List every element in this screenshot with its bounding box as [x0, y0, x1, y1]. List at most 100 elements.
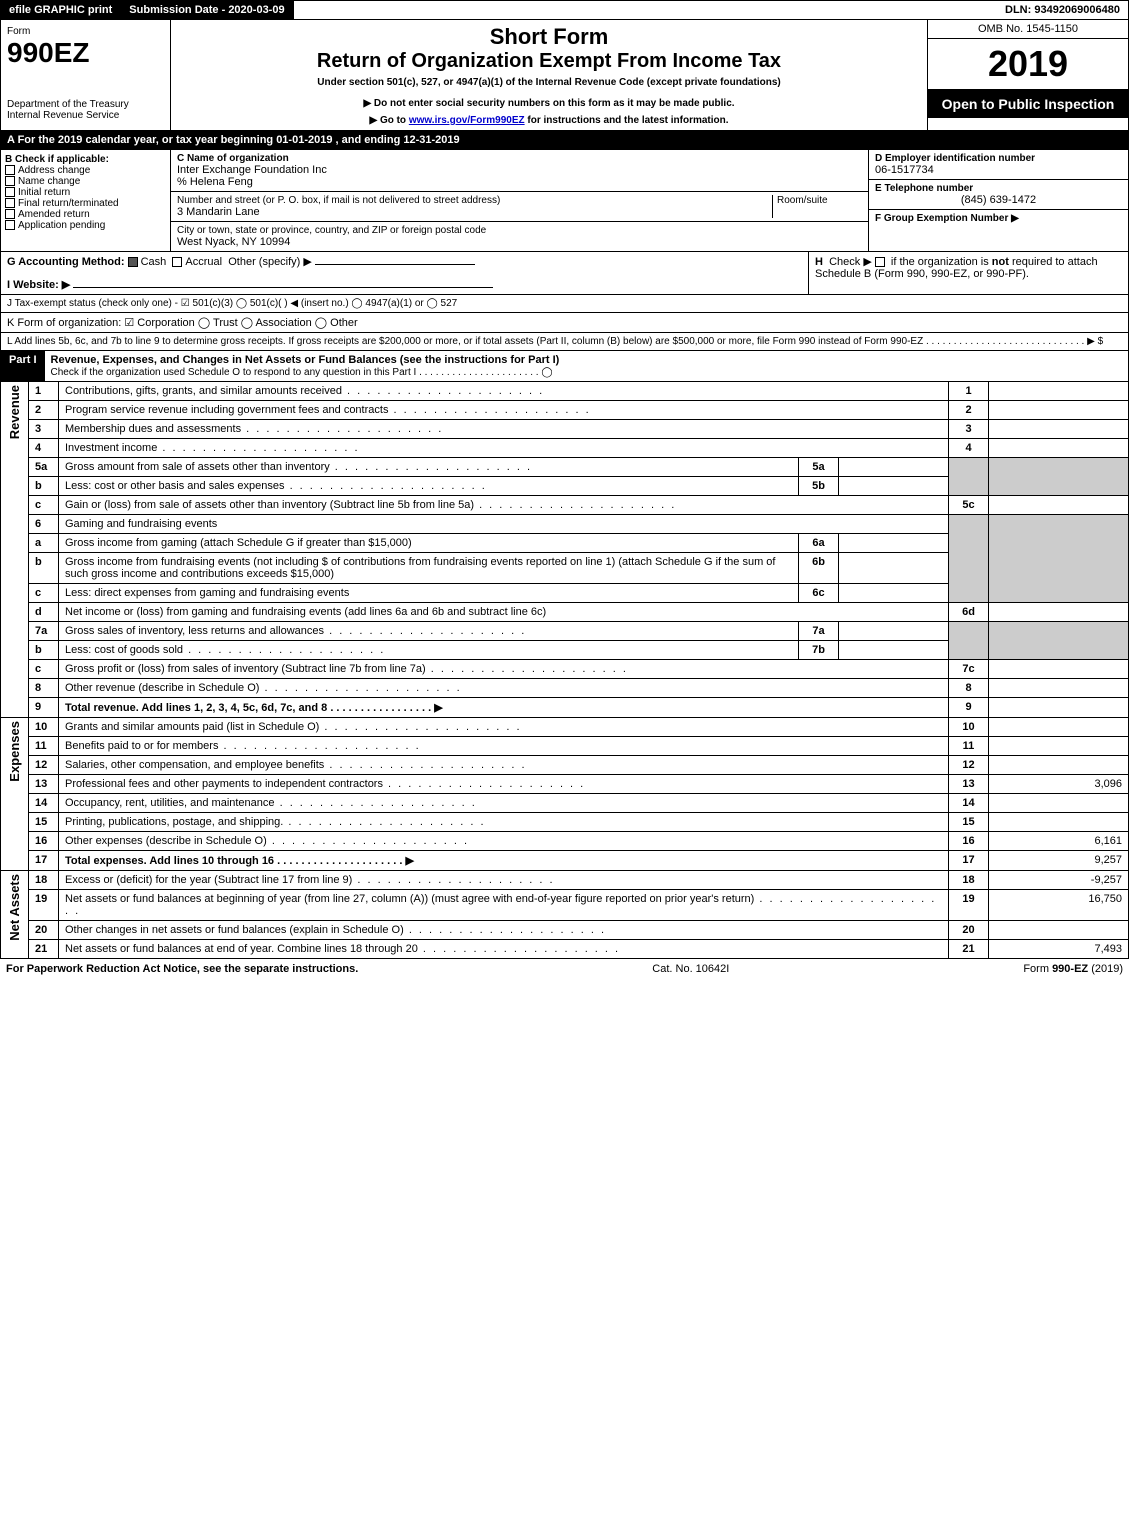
ln-10-amt: [989, 718, 1129, 737]
ln-7a-desc: Gross sales of inventory, less returns a…: [59, 622, 799, 641]
page-footer: For Paperwork Reduction Act Notice, see …: [0, 959, 1129, 979]
ln-17-amt: 9,257: [989, 851, 1129, 871]
chk-final[interactable]: Final return/terminated: [5, 198, 166, 209]
ln-7a-val: [839, 622, 949, 641]
ln-8-ref: 8: [949, 679, 989, 698]
h-label: H: [815, 256, 823, 268]
ln-6b: b: [29, 553, 59, 584]
ln-21-desc: Net assets or fund balances at end of ye…: [59, 940, 949, 959]
header-right: OMB No. 1545-1150 2019 Open to Public In…: [928, 20, 1128, 130]
chk-address[interactable]: Address change: [5, 165, 166, 176]
org-name: Inter Exchange Foundation Inc: [177, 164, 862, 176]
ln-15-ref: 15: [949, 813, 989, 832]
ln-10: 10: [29, 718, 59, 737]
ln-7b: b: [29, 641, 59, 660]
efile-label[interactable]: efile GRAPHIC print: [1, 1, 121, 19]
ln-11-desc: Benefits paid to or for members: [59, 737, 949, 756]
ln-2: 2: [29, 401, 59, 420]
ln-7b-sub: 7b: [799, 641, 839, 660]
goto-post: for instructions and the latest informat…: [525, 115, 729, 126]
ln-18-ref: 18: [949, 871, 989, 890]
chk-amended[interactable]: Amended return: [5, 209, 166, 220]
chk-cash[interactable]: [128, 257, 138, 267]
ln-17: 17: [29, 851, 59, 871]
expenses-side-label: Expenses: [7, 721, 22, 782]
grey-6-amt: [989, 515, 1129, 603]
phone: (845) 639-1472: [875, 194, 1122, 206]
ln-7c-ref: 7c: [949, 660, 989, 679]
ln-5b-desc: Less: cost or other basis and sales expe…: [59, 477, 799, 496]
c-label: C Name of organization: [177, 153, 862, 164]
open-to-public: Open to Public Inspection: [928, 90, 1128, 118]
ln-5c-ref: 5c: [949, 496, 989, 515]
line-gh: G Accounting Method: Cash Accrual Other …: [0, 252, 1129, 295]
h-not: not: [992, 256, 1009, 268]
header-left: Form 990EZ Department of the Treasury In…: [1, 20, 171, 130]
ln-6b-desc: Gross income from fundraising events (no…: [59, 553, 799, 584]
grey-7-amt: [989, 622, 1129, 660]
ln-14-ref: 14: [949, 794, 989, 813]
ln-6: 6: [29, 515, 59, 534]
ln-7a: 7a: [29, 622, 59, 641]
chk-accrual[interactable]: [172, 257, 182, 267]
ln-15-desc: Printing, publications, postage, and shi…: [59, 813, 949, 832]
chk-pending[interactable]: Application pending: [5, 220, 166, 231]
chk-name[interactable]: Name change: [5, 176, 166, 187]
ln-7c-desc: Gross profit or (loss) from sales of inv…: [59, 660, 949, 679]
h-text2: if the organization is: [891, 256, 992, 268]
form-header: Form 990EZ Department of the Treasury In…: [0, 20, 1129, 131]
ln-6c-val: [839, 584, 949, 603]
footer-right: Form 990-EZ (2019): [1023, 963, 1123, 975]
city: West Nyack, NY 10994: [177, 236, 862, 248]
ln-12-amt: [989, 756, 1129, 775]
grey-5-amt: [989, 458, 1129, 496]
part1-check: Check if the organization used Schedule …: [51, 367, 553, 378]
ln-12-desc: Salaries, other compensation, and employ…: [59, 756, 949, 775]
ln-6d-ref: 6d: [949, 603, 989, 622]
ln-8: 8: [29, 679, 59, 698]
ln-14-amt: [989, 794, 1129, 813]
h-text1: Check ▶: [829, 256, 872, 268]
ln-5a-desc: Gross amount from sale of assets other t…: [59, 458, 799, 477]
ln-6b-val: [839, 553, 949, 584]
netassets-side-label: Net Assets: [7, 874, 22, 941]
ln-18-desc: Excess or (deficit) for the year (Subtra…: [59, 871, 949, 890]
part1-header: Part I Revenue, Expenses, and Changes in…: [0, 351, 1129, 382]
other-specify-input[interactable]: [315, 264, 475, 265]
ln-5b: b: [29, 477, 59, 496]
care-of: % Helena Feng: [177, 176, 862, 188]
ln-10-desc: Grants and similar amounts paid (list in…: [59, 718, 949, 737]
website-input[interactable]: [73, 287, 493, 288]
ln-2-desc: Program service revenue including govern…: [59, 401, 949, 420]
ln-13-amt: 3,096: [989, 775, 1129, 794]
box-c: C Name of organization Inter Exchange Fo…: [171, 150, 868, 251]
city-label: City or town, state or province, country…: [177, 225, 862, 236]
chk-sched-b[interactable]: [875, 257, 885, 267]
ln-3: 3: [29, 420, 59, 439]
ln-6a-sub: 6a: [799, 534, 839, 553]
ln-4-desc: Investment income: [59, 439, 949, 458]
ln-16: 16: [29, 832, 59, 851]
ln-7b-desc: Less: cost of goods sold: [59, 641, 799, 660]
ln-3-desc: Membership dues and assessments: [59, 420, 949, 439]
ln-12-ref: 12: [949, 756, 989, 775]
goto-link[interactable]: www.irs.gov/Form990EZ: [409, 115, 525, 126]
tax-year: 2019: [928, 39, 1128, 90]
street: 3 Mandarin Lane: [177, 206, 772, 218]
ln-5c-desc: Gain or (loss) from sale of assets other…: [59, 496, 949, 515]
ln-1-ref: 1: [949, 382, 989, 401]
ln-13-ref: 13: [949, 775, 989, 794]
ln-7c: c: [29, 660, 59, 679]
e-label: E Telephone number: [875, 183, 1122, 194]
ln-5a: 5a: [29, 458, 59, 477]
chk-initial[interactable]: Initial return: [5, 187, 166, 198]
ln-20-desc: Other changes in net assets or fund bala…: [59, 921, 949, 940]
ln-5b-val: [839, 477, 949, 496]
ln-5c-amt: [989, 496, 1129, 515]
ln-15-amt: [989, 813, 1129, 832]
street-label: Number and street (or P. O. box, if mail…: [177, 195, 772, 206]
goto-pre: ▶ Go to: [369, 115, 408, 126]
ln-8-desc: Other revenue (describe in Schedule O): [59, 679, 949, 698]
line-l: L Add lines 5b, 6c, and 7b to line 9 to …: [0, 333, 1129, 351]
goto-line: ▶ Go to www.irs.gov/Form990EZ for instru…: [179, 115, 919, 126]
